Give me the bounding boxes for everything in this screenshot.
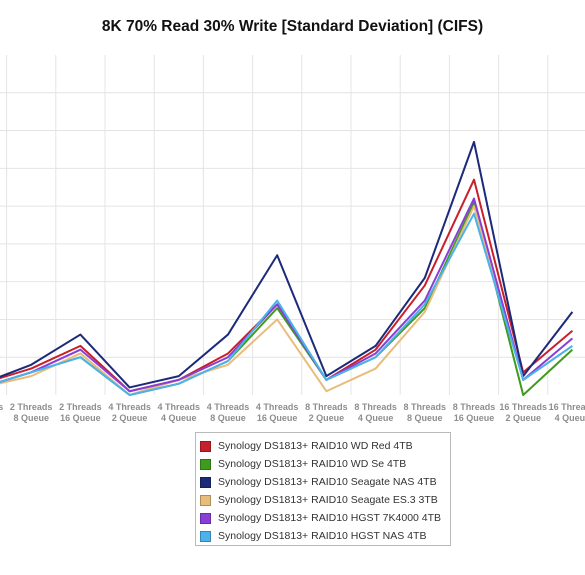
x-tick-label: 4 Threads 8 Queue [207,402,250,423]
legend-label: Synology DS1813+ RAID10 HGST NAS 4TB [218,530,427,542]
legend-swatch [200,440,211,452]
legend-swatch [200,530,211,542]
legend-label: Synology DS1813+ RAID10 WD Se 4TB [218,458,407,470]
legend-item: Synology DS1813+ RAID10 Seagate NAS 4TB [200,473,450,491]
legend: Synology DS1813+ RAID10 WD Red 4TB Synolo… [195,432,451,546]
legend-item: Synology DS1813+ RAID10 HGST 7K4000 4TB [200,509,450,527]
legend-label: Synology DS1813+ RAID10 Seagate ES.3 3TB [218,494,438,506]
x-tick-label: 16 Threads 2 Queue [499,402,547,423]
legend-label: Synology DS1813+ RAID10 HGST 7K4000 4TB [218,512,442,524]
legend-swatch [200,476,211,488]
x-tick-label: 4 Threads 16 Queue [256,402,299,423]
legend-swatch [200,458,211,470]
series-lines [0,140,574,396]
x-tick-label: 8 Threads 2 Queue [305,402,348,423]
series-line [0,197,574,393]
x-tick-label: 8 Threads 4 Queue [354,402,397,423]
legend-item: Synology DS1813+ RAID10 WD Red 4TB [200,437,450,455]
legend-item: Synology DS1813+ RAID10 WD Se 4TB [200,455,450,473]
series-line [0,140,574,389]
x-tick-label: 2 Threads 16 Queue [59,402,102,423]
chart-title: 8K 70% Read 30% Write [Standard Deviatio… [101,18,484,35]
x-tick-label: 8 Threads 16 Queue [453,402,496,423]
x-tick-label: 4 Threads 4 Queue [158,402,201,423]
legend-item: Synology DS1813+ RAID10 Seagate ES.3 3TB [200,491,450,509]
grid-lines [0,55,585,395]
legend-swatch [200,512,211,524]
legend-label: Synology DS1813+ RAID10 WD Red 4TB [218,440,413,452]
legend-item: Synology DS1813+ RAID10 HGST NAS 4TB [200,527,450,545]
x-tick-label: 4 Threads 2 Queue [108,402,151,423]
series-line [0,178,574,393]
x-tick-label: 8 Threads 8 Queue [404,402,447,423]
legend-label: Synology DS1813+ RAID10 Seagate NAS 4TB [218,476,437,488]
x-tick-label: 2 Threads 8 Queue [10,402,53,423]
series-line [0,205,573,396]
series-line [0,212,573,396]
legend-swatch [200,494,211,506]
